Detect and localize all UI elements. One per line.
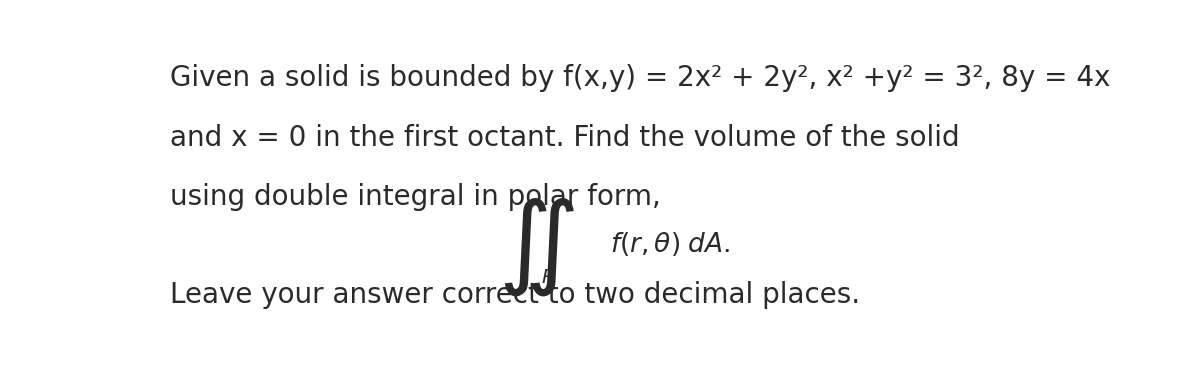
Text: and x = 0 in the first octant. Find the volume of the solid: and x = 0 in the first octant. Find the … bbox=[170, 124, 960, 152]
Text: using double integral in polar form,: using double integral in polar form, bbox=[170, 183, 661, 211]
Text: $f(r, \theta)\; dA.$: $f(r, \theta)\; dA.$ bbox=[611, 230, 731, 258]
Text: $\iint$: $\iint$ bbox=[498, 195, 575, 298]
Text: Leave your answer correct to two decimal places.: Leave your answer correct to two decimal… bbox=[170, 281, 860, 309]
Text: $R$: $R$ bbox=[541, 268, 554, 287]
Text: Given a solid is bounded by f(x,y) = 2x² + 2y², x² +y² = 3², 8y = 4x: Given a solid is bounded by f(x,y) = 2x²… bbox=[170, 64, 1111, 92]
